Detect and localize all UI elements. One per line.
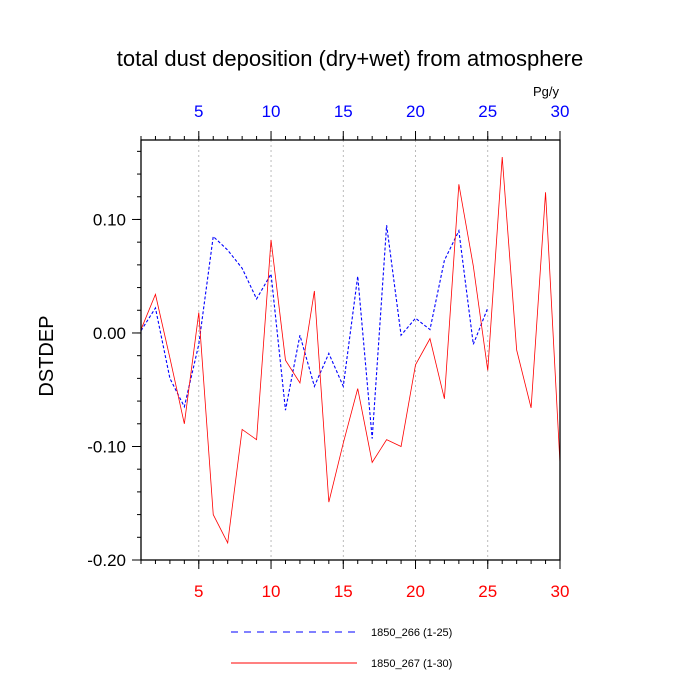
units-label: Pg/y (533, 84, 560, 99)
x-tick-label-bottom: 10 (262, 582, 281, 601)
series-line-0 (140, 225, 489, 439)
series-line-1 (140, 157, 561, 545)
x-tick-label-top: 20 (406, 102, 425, 121)
tick-labels: 5 5 10 10 15 15 20 20 25 25 30 30 0.10 0.00 -0.10 -0.20 (87, 102, 569, 601)
x-tick-label-bottom: 20 (406, 582, 425, 601)
x-tick-label-bottom: 15 (334, 582, 353, 601)
y-tick-label: -0.10 (87, 437, 126, 456)
y-tick-label: 0.00 (93, 324, 126, 343)
legend: 1850_266 (1-25) 1850_267 (1-30) (231, 627, 452, 670)
series-lines (140, 157, 561, 545)
legend-label-1: 1850_267 (1-30) (371, 658, 452, 670)
y-tick-label: 0.10 (93, 210, 126, 229)
y-axis-label: DSTDEP (36, 315, 58, 396)
chart-title: total dust deposition (dry+wet) from atm… (117, 46, 584, 71)
x-tick-label-bottom: 30 (551, 582, 570, 601)
y-tick-label: -0.20 (87, 551, 126, 570)
x-tick-label-top: 10 (262, 102, 281, 121)
x-tick-label-bottom: 25 (478, 582, 497, 601)
axis-ticks (132, 131, 561, 569)
x-tick-label-bottom: 5 (194, 582, 203, 601)
x-tick-label-top: 5 (194, 102, 203, 121)
grid-lines (198, 140, 489, 560)
x-tick-label-top: 25 (478, 102, 497, 121)
plot-frame (140, 139, 561, 561)
x-tick-label-top: 30 (551, 102, 570, 121)
legend-label-0: 1850_266 (1-25) (371, 627, 452, 639)
x-tick-label-top: 15 (334, 102, 353, 121)
